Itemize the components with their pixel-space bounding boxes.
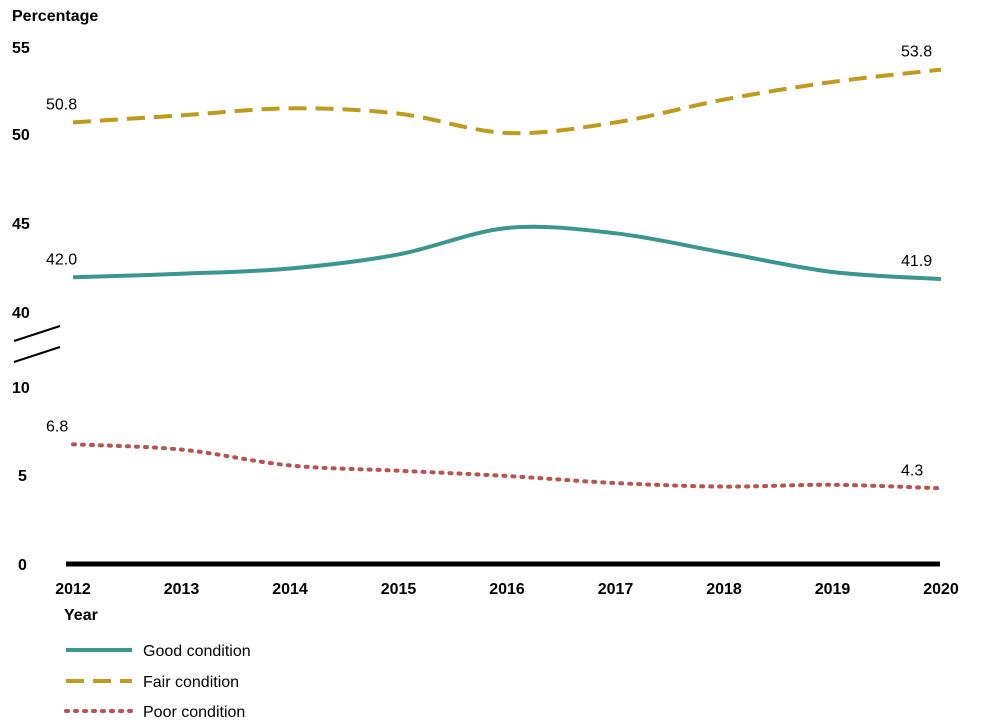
series-line-poor	[71, 442, 943, 491]
legend-label-poor: Poor condition	[143, 704, 245, 721]
x-tick-label: 2018	[706, 581, 742, 598]
y-tick-label: 40	[12, 305, 30, 322]
data-label: 50.8	[46, 96, 77, 113]
y-axis-ticks: 55 50 45 40 10 5 0	[12, 40, 30, 574]
axis-break-marker	[13, 325, 61, 363]
x-tick-label: 2017	[598, 581, 634, 598]
series-line-fair	[72, 67, 942, 136]
data-label: 53.8	[901, 44, 932, 61]
x-tick-label: 2012	[55, 581, 91, 598]
series-line-good	[72, 224, 942, 282]
y-tick-label: 45	[12, 216, 30, 233]
data-label: 6.8	[46, 418, 68, 435]
legend-label-good: Good condition	[143, 643, 251, 660]
y-tick-label: 10	[12, 380, 30, 397]
data-label: 42.0	[46, 251, 77, 268]
x-axis-title: Year	[64, 607, 98, 624]
legend: Good condition Fair condition Poor condi…	[64, 643, 251, 721]
y-tick-label: 5	[18, 468, 27, 485]
y-tick-label: 55	[12, 40, 30, 57]
y-tick-label: 50	[12, 127, 30, 144]
data-labels: 42.0 41.9 50.8 53.8 6.8 4.3	[46, 44, 932, 480]
y-tick-label: 0	[18, 557, 27, 574]
y-axis-title: Percentage	[12, 8, 98, 25]
data-label: 41.9	[901, 253, 932, 270]
x-tick-label: 2019	[815, 581, 851, 598]
x-tick-label: 2014	[272, 581, 308, 598]
x-tick-label: 2013	[164, 581, 200, 598]
series-lines	[71, 67, 943, 491]
x-tick-label: 2016	[489, 581, 525, 598]
x-tick-label: 2015	[381, 581, 417, 598]
x-tick-label: 2020	[923, 581, 959, 598]
legend-label-fair: Fair condition	[143, 674, 239, 691]
x-axis-ticks: 2012 2013 2014 2015 2016 2017 2018 2019 2020	[55, 581, 959, 598]
data-label: 4.3	[901, 462, 923, 479]
